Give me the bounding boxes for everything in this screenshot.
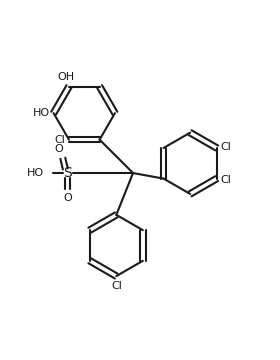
Text: Cl: Cl <box>220 141 231 152</box>
Text: O: O <box>63 193 72 203</box>
Text: Cl: Cl <box>111 281 122 291</box>
Text: Cl: Cl <box>55 135 66 145</box>
Text: S: S <box>63 166 72 180</box>
Text: Cl: Cl <box>220 175 231 185</box>
Text: O: O <box>55 144 64 153</box>
Text: OH: OH <box>58 72 75 82</box>
Text: HO: HO <box>33 108 50 118</box>
Text: HO: HO <box>27 168 44 178</box>
